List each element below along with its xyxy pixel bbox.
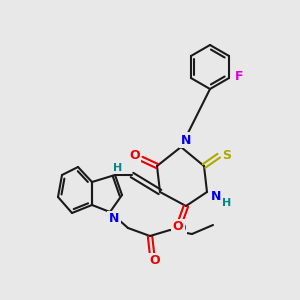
Text: O: O xyxy=(150,254,160,268)
Text: H: H xyxy=(113,163,123,173)
Text: O: O xyxy=(129,149,140,162)
Text: H: H xyxy=(222,198,232,208)
Text: O: O xyxy=(175,221,186,235)
Text: N: N xyxy=(181,134,191,146)
Text: O: O xyxy=(173,220,183,233)
Text: F: F xyxy=(235,70,243,83)
Text: N: N xyxy=(211,190,221,202)
Text: N: N xyxy=(109,212,119,226)
Text: S: S xyxy=(222,149,231,162)
